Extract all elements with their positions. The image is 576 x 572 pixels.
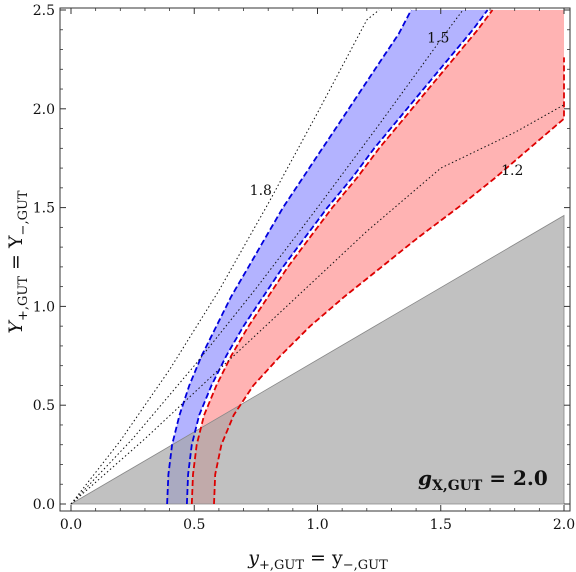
x-axis-title: y+,GUT = y−,GUT [247, 547, 388, 572]
y-tick-label-1.5: 1.5 [33, 201, 55, 217]
y-axis-title: Y+,GUT = Y−,GUT [5, 190, 31, 334]
x-tick-label-2.0: 2.0 [553, 517, 575, 533]
panel-label: gX,GUT = 2.0 [418, 466, 548, 494]
x-tick-label-0.5: 0.5 [183, 517, 205, 533]
band-1 [191, 10, 565, 504]
x-tick-label-0.0: 0.0 [60, 517, 82, 533]
contour-line-1.5 [70, 9, 464, 505]
x-tick-label-1.5: 1.5 [430, 517, 452, 533]
contour-label-1.2: 1.2 [501, 163, 523, 179]
band-0-outer-edge [166, 9, 412, 505]
y-tick-label-2.5: 2.5 [33, 3, 55, 19]
band-0-inner-edge [186, 9, 489, 505]
y-tick-label-1.0: 1.0 [33, 299, 55, 315]
y-tick-label-0.0: 0.0 [33, 497, 55, 513]
contour-line-1.2 [70, 104, 565, 505]
band-1-outer-edge [190, 9, 494, 505]
band-1-inner-edge [213, 57, 565, 505]
contour-label-1.5: 1.5 [427, 31, 449, 47]
y-tick-label-0.5: 0.5 [33, 398, 55, 414]
x-tick-label-1.0: 1.0 [306, 517, 328, 533]
y-tick-label-2.0: 2.0 [33, 102, 55, 118]
contour-label-1.8: 1.8 [250, 183, 272, 199]
